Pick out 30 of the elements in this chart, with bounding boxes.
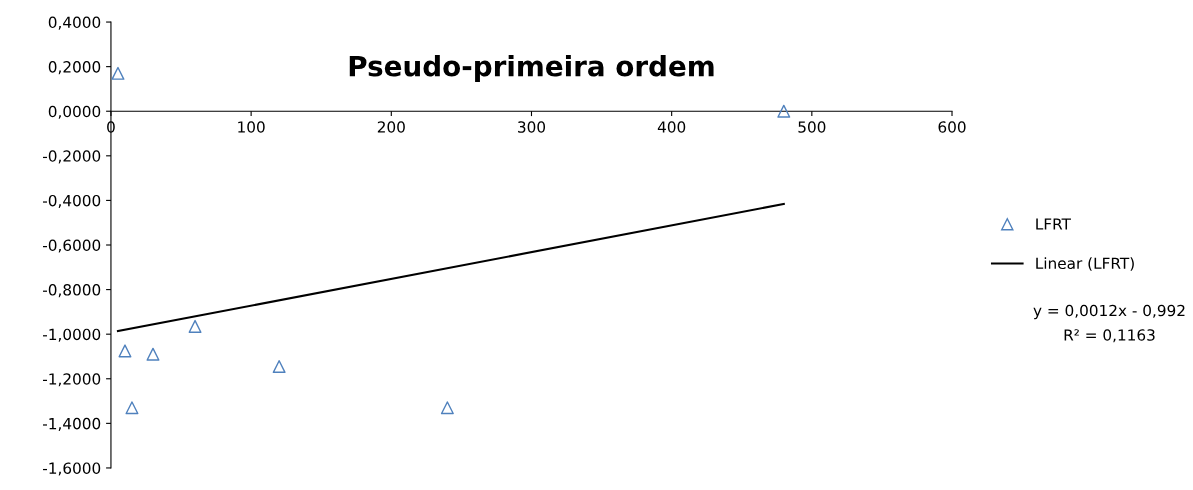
point xyxy=(146,347,160,361)
x-tick-label: 100 xyxy=(238,121,265,133)
point xyxy=(188,319,202,333)
point xyxy=(111,66,125,80)
y-tick-label: 0,0000 xyxy=(48,105,101,119)
text: y = 0,0012x - 0,992 xyxy=(1033,304,1185,320)
y-tick-label: 0,2000 xyxy=(48,61,101,75)
x-tick-label: 400 xyxy=(657,121,686,133)
y-tick-label: -1,2000 xyxy=(43,373,101,387)
x-tick-label: 300 xyxy=(518,121,546,133)
text: R² = 0,1163 xyxy=(1064,329,1155,343)
y-tick-label: 0,4000 xyxy=(48,16,101,30)
y-tick-label: -0,8000 xyxy=(43,284,101,298)
x-tick-label: 600 xyxy=(938,121,966,133)
point xyxy=(777,104,791,118)
y-tick-label: -0,4000 xyxy=(43,194,101,208)
point xyxy=(440,401,454,415)
y-tick-label: -0,6000 xyxy=(43,239,101,253)
y-tick-label: -1,4000 xyxy=(43,417,101,431)
legend-label: LFRT xyxy=(1036,218,1071,230)
x-tick-label: 500 xyxy=(798,121,826,133)
x-tick-label: 200 xyxy=(377,121,405,133)
text: Pseudo-primeira ordem xyxy=(349,55,714,82)
y-tick-label: -1,0000 xyxy=(43,328,101,342)
legend-label: Linear (LFRT) xyxy=(1036,257,1134,271)
point xyxy=(125,401,139,415)
point xyxy=(118,344,132,358)
y-tick-label: -0,2000 xyxy=(43,150,101,164)
point xyxy=(272,360,286,374)
y-tick-label: -1,6000 xyxy=(43,462,101,476)
